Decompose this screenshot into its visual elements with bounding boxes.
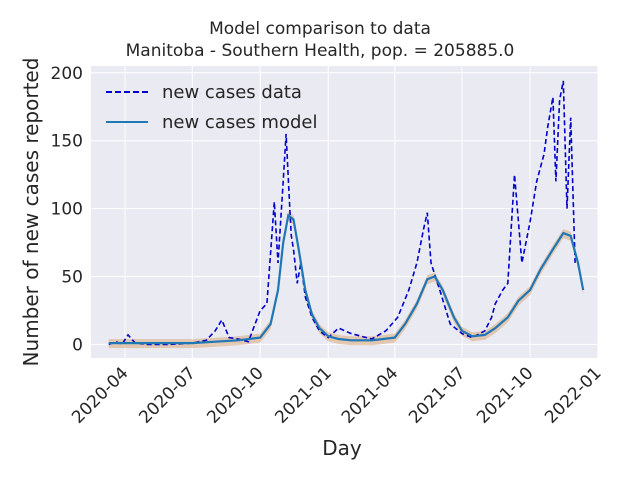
chart-subtitle: Manitoba - Southern Health, pop. = 20588… [125, 41, 515, 61]
legend-item-model: new cases model [94, 110, 317, 134]
y-tick-label: 100 [51, 200, 83, 220]
legend: new cases data new cases model [94, 74, 344, 144]
x-tick-label: 2021-04 [338, 363, 402, 427]
x-axis-label: Day [322, 436, 362, 460]
model-series-line [108, 213, 585, 345]
data-series-line [108, 80, 576, 346]
legend-label: new cases data [162, 81, 302, 103]
x-tick-label: 2020-07 [135, 363, 199, 427]
x-tick-label: 2022-01 [541, 363, 605, 427]
legend-item-data: new cases data [94, 80, 302, 104]
y-tick-label: 0 [72, 335, 83, 355]
y-tick-label: 200 [51, 64, 83, 84]
legend-swatch-dashed [106, 91, 148, 93]
y-axis-label: Number of new cases reported [19, 57, 43, 367]
legend-label: new cases model [162, 111, 318, 133]
x-gridlines [124, 66, 599, 358]
x-tick-label: 2021-01 [271, 363, 335, 427]
x-tick-label: 2020-10 [203, 363, 267, 427]
y-tick-label: 50 [61, 268, 83, 288]
y-tick-label: 150 [51, 132, 83, 152]
x-tick-label: 2021-07 [405, 363, 469, 427]
x-tick-labels: 2020-04 2020-07 2020-10 2021-01 2021-04 2021-… [68, 363, 605, 427]
x-tick-label: 2020-04 [68, 363, 132, 427]
legend-swatch-solid [106, 121, 148, 123]
chart-title: Model comparison to data [209, 19, 431, 39]
series-lines [108, 80, 585, 346]
y-tick-labels: 0 50 100 150 200 [51, 64, 83, 356]
x-tick-label: 2021-10 [473, 363, 537, 427]
